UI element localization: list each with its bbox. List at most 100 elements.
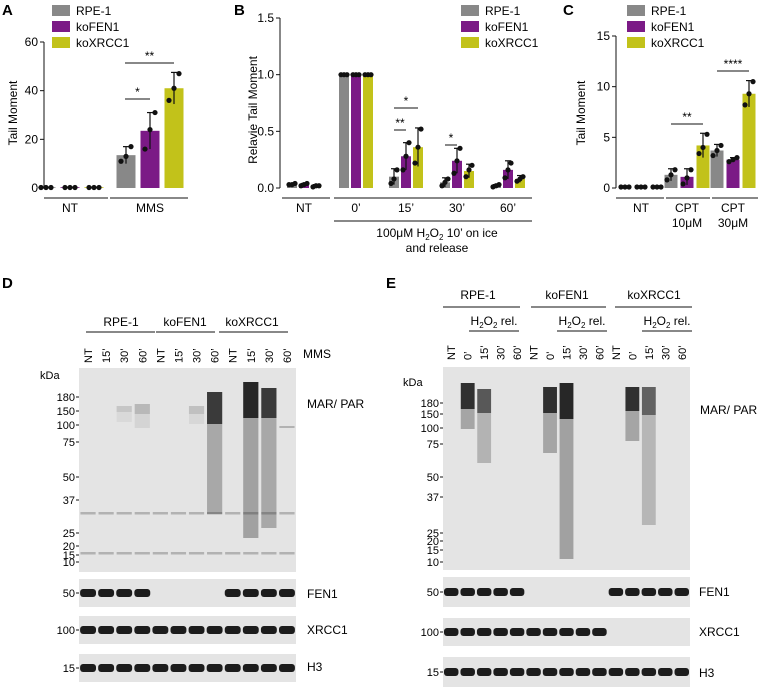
- legend-label: RPE-1: [485, 4, 521, 18]
- protein-band: [460, 588, 475, 596]
- protein-band: [493, 588, 508, 596]
- data-point: [62, 184, 68, 191]
- data-point: [469, 162, 475, 168]
- protein-band: [476, 668, 492, 676]
- par-smear: [279, 426, 295, 428]
- protein-band: [206, 664, 223, 672]
- kda-marker-label: 50: [427, 587, 439, 599]
- dose-label-c-30: 30μM: [718, 216, 748, 230]
- significance-label: *: [135, 85, 140, 99]
- bar-chart-b: Relavie Tail Moment 0.00.51.01.5**** NT …: [246, 11, 532, 255]
- lane-label: NT: [83, 348, 95, 363]
- lane-label: 60’: [594, 345, 606, 360]
- background-band: [225, 512, 241, 515]
- background-band: [98, 552, 114, 555]
- legend-label: koXRCC1: [76, 36, 130, 50]
- y-tick-label: 0.0: [257, 181, 274, 195]
- background-band: [134, 512, 150, 515]
- legend-label: koFEN1: [76, 20, 120, 34]
- protein-band: [206, 626, 223, 634]
- lane-label: 30’: [578, 345, 590, 360]
- lane-label: 30’: [264, 348, 276, 363]
- data-point: [718, 142, 724, 149]
- background-band: [188, 552, 205, 555]
- background-band: [116, 552, 132, 555]
- lane-label: 0’: [463, 351, 475, 360]
- lane-label: 15’: [246, 348, 258, 363]
- significance-label: *: [449, 131, 454, 145]
- kda-marker-label: 50: [427, 472, 439, 484]
- kda-marker-label: 20: [63, 541, 75, 553]
- significance-label: **: [682, 110, 692, 124]
- lane-label: 60’: [137, 348, 149, 363]
- legend-label: RPE-1: [651, 4, 687, 18]
- bar-marks-b: 0.00.51.01.5****: [257, 11, 532, 199]
- protein-band: [559, 668, 574, 676]
- protein-band: [260, 589, 277, 597]
- data-point: [466, 167, 472, 173]
- background-band: [152, 552, 168, 555]
- bar: [452, 160, 462, 188]
- par-smear-tail: [134, 414, 150, 428]
- lane-label: 30’: [496, 345, 508, 360]
- caption-b-line2: and release: [406, 241, 469, 255]
- significance-label: **: [145, 49, 155, 63]
- y-tick-label: 1.5: [257, 11, 274, 25]
- data-point: [316, 183, 322, 189]
- group-label-b-nt: NT: [296, 201, 313, 215]
- panel-letter-c: C: [563, 2, 574, 19]
- blot-label-e-fen1: FEN1: [699, 585, 730, 599]
- data-point: [118, 158, 124, 164]
- legend-label: koFEN1: [651, 20, 695, 34]
- bar: [164, 88, 184, 188]
- h2o2-release-label: H2O2 rel.: [471, 314, 518, 330]
- background-band: [170, 512, 187, 515]
- background-band: [243, 512, 259, 515]
- lane-label: 60’: [282, 348, 294, 363]
- data-point: [746, 91, 752, 97]
- legend-label: koXRCC1: [651, 36, 705, 50]
- blots-e: NT 0’ 15’ 30’ 60’ NT 0’ 15’ 30’ 60’ NT 0’ 15’ 30’ 60’ 1…: [421, 345, 690, 687]
- background-band: [188, 512, 205, 515]
- par-smear-tail: [641, 415, 656, 525]
- y-tick-label: 0.5: [257, 124, 274, 138]
- lane-label: 60’: [512, 345, 524, 360]
- data-point: [638, 184, 644, 190]
- protein-band: [279, 626, 295, 634]
- par-smear-tail: [625, 411, 640, 441]
- par-smear: [188, 406, 205, 414]
- blots-d: NT 15’ 30’ 60’ NT 15’ 30’ 60’ NT 15’ 30’ 60’ 180 150 1…: [57, 348, 296, 682]
- data-point: [520, 174, 526, 180]
- data-point: [96, 184, 102, 191]
- bar: [351, 74, 361, 188]
- bar: [696, 145, 710, 188]
- data-point: [418, 126, 424, 132]
- significance-label: ****: [724, 57, 743, 71]
- data-point: [442, 179, 448, 185]
- protein-band: [224, 589, 241, 597]
- par-smear-tail: [460, 409, 475, 429]
- kda-marker-label: 15: [427, 667, 439, 679]
- kda-marker-label: 37: [427, 492, 439, 504]
- legends: RPE-1 koFEN1 koXRCC1 RPE-1 koFEN1 koXRCC1 RPE-…: [52, 4, 705, 50]
- protein-band: [658, 668, 673, 676]
- blot-label-d-fen1: FEN1: [307, 587, 338, 601]
- background-band: [207, 552, 223, 555]
- lane-label: 15’: [101, 348, 113, 363]
- kda-marker-label: 37: [63, 495, 75, 507]
- bar: [140, 130, 160, 188]
- lane-label: 0’: [627, 351, 639, 360]
- data-point: [166, 97, 172, 103]
- group-label-b-60: 60’: [500, 201, 516, 215]
- protein-band: [658, 588, 673, 596]
- kda-marker-label: 15: [63, 663, 75, 675]
- data-point: [710, 152, 716, 159]
- protein-band: [641, 668, 657, 676]
- protein-band: [443, 588, 459, 596]
- data-point: [394, 167, 400, 173]
- data-point: [391, 176, 397, 182]
- cell-line-d-koxrcc1: koXRCC1: [225, 315, 279, 329]
- par-smear: [134, 404, 150, 414]
- protein-band: [641, 588, 657, 596]
